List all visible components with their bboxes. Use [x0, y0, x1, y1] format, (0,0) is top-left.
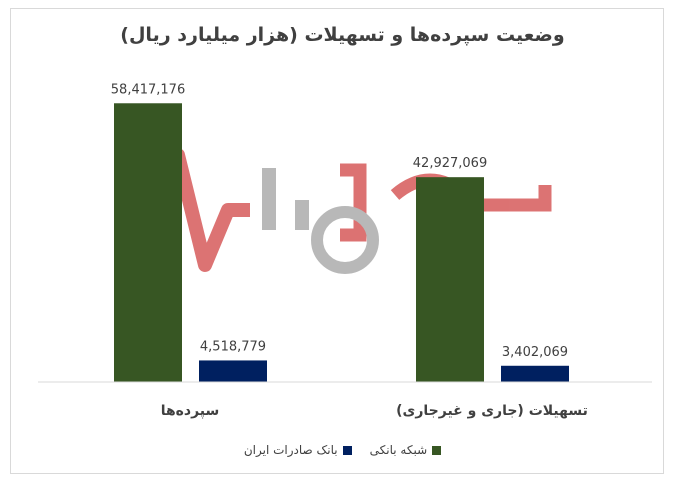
legend: شبکه بانکی بانک صادرات ایران	[0, 443, 685, 457]
legend-swatch-series-2	[342, 445, 352, 455]
legend-item-series-1: شبکه بانکی	[370, 443, 442, 457]
bar-series-2-category-2	[501, 365, 569, 382]
legend-label-series-2: بانک صادرات ایران	[243, 443, 338, 457]
category-label-1: سپرده‌ها	[161, 403, 220, 419]
chart-title: وضعیت سپرده‌ها و تسهیلات (هزار میلیارد ر…	[120, 24, 565, 46]
category-label-2: تسهیلات (جاری و غیرجاری)	[396, 403, 588, 419]
data-label-series-2-category-1: 4,518,779	[200, 339, 266, 354]
data-label-series-1-category-2: 42,927,069	[413, 156, 487, 171]
bar-series-2-category-1	[199, 360, 267, 382]
data-label-series-1-category-1: 58,417,176	[111, 82, 185, 97]
legend-swatch-series-1	[432, 445, 442, 455]
legend-item-series-2: بانک صادرات ایران	[244, 443, 352, 457]
data-label-series-2-category-2: 3,402,069	[502, 345, 568, 360]
legend-label-series-1: شبکه بانکی	[369, 443, 428, 457]
bar-series-1-category-2	[416, 177, 484, 382]
bar-series-1-category-1	[114, 103, 182, 383]
